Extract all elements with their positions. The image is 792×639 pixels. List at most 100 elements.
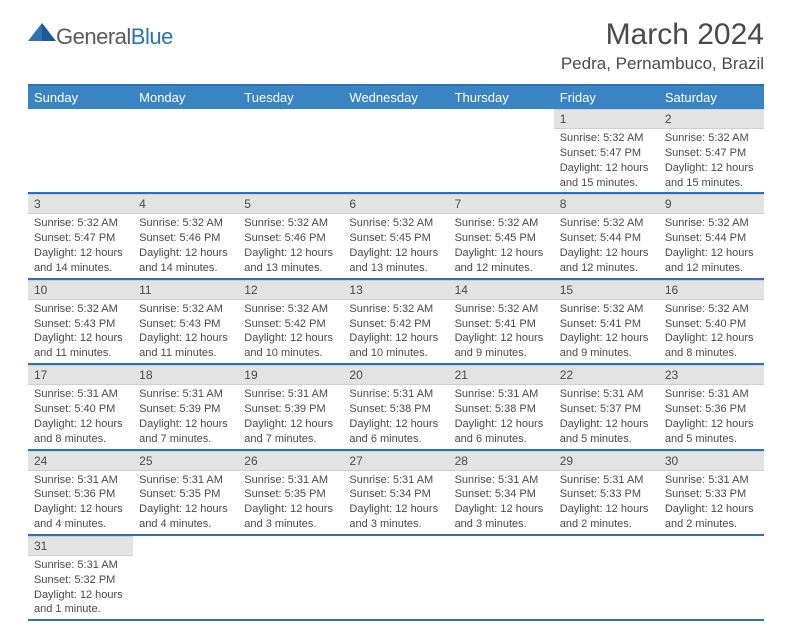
calendar-week-row: 3Sunrise: 5:32 AMSunset: 5:47 PMDaylight… (28, 193, 764, 278)
day-number: 21 (449, 365, 554, 385)
calendar-head: SundayMondayTuesdayWednesdayThursdayFrid… (28, 85, 764, 109)
day-data: Sunrise: 5:31 AMSunset: 5:38 PMDaylight:… (449, 385, 554, 448)
calendar-cell (659, 535, 764, 620)
calendar-cell (343, 109, 448, 193)
day-number: 12 (238, 280, 343, 300)
day-number: 17 (28, 365, 133, 385)
calendar-cell: 14Sunrise: 5:32 AMSunset: 5:41 PMDayligh… (449, 279, 554, 364)
day-number: 2 (659, 109, 764, 129)
weekday-header: Thursday (449, 85, 554, 109)
day-data: Sunrise: 5:31 AMSunset: 5:36 PMDaylight:… (659, 385, 764, 448)
calendar-cell: 11Sunrise: 5:32 AMSunset: 5:43 PMDayligh… (133, 279, 238, 364)
day-number: 13 (343, 280, 448, 300)
day-number: 26 (238, 451, 343, 471)
calendar-cell (554, 535, 659, 620)
calendar-cell: 9Sunrise: 5:32 AMSunset: 5:44 PMDaylight… (659, 193, 764, 278)
calendar-cell: 10Sunrise: 5:32 AMSunset: 5:43 PMDayligh… (28, 279, 133, 364)
calendar-cell: 8Sunrise: 5:32 AMSunset: 5:44 PMDaylight… (554, 193, 659, 278)
day-data: Sunrise: 5:32 AMSunset: 5:44 PMDaylight:… (554, 214, 659, 277)
day-number: 28 (449, 451, 554, 471)
day-number: 9 (659, 194, 764, 214)
calendar-cell: 2Sunrise: 5:32 AMSunset: 5:47 PMDaylight… (659, 109, 764, 193)
calendar-cell: 31Sunrise: 5:31 AMSunset: 5:32 PMDayligh… (28, 535, 133, 620)
header: GeneralBlue March 2024 Pedra, Pernambuco… (28, 18, 764, 74)
day-data: Sunrise: 5:31 AMSunset: 5:37 PMDaylight:… (554, 385, 659, 448)
day-data: Sunrise: 5:31 AMSunset: 5:34 PMDaylight:… (343, 471, 448, 534)
day-number: 27 (343, 451, 448, 471)
calendar-body: 1Sunrise: 5:32 AMSunset: 5:47 PMDaylight… (28, 109, 764, 620)
page-title: March 2024 (561, 18, 764, 52)
day-data: Sunrise: 5:31 AMSunset: 5:40 PMDaylight:… (28, 385, 133, 448)
day-data: Sunrise: 5:32 AMSunset: 5:41 PMDaylight:… (449, 300, 554, 363)
day-number: 4 (133, 194, 238, 214)
day-data: Sunrise: 5:32 AMSunset: 5:47 PMDaylight:… (28, 214, 133, 277)
day-number: 29 (554, 451, 659, 471)
calendar-cell (449, 535, 554, 620)
day-data: Sunrise: 5:31 AMSunset: 5:34 PMDaylight:… (449, 471, 554, 534)
day-data: Sunrise: 5:32 AMSunset: 5:45 PMDaylight:… (343, 214, 448, 277)
day-number: 20 (343, 365, 448, 385)
day-data: Sunrise: 5:31 AMSunset: 5:35 PMDaylight:… (133, 471, 238, 534)
day-data: Sunrise: 5:31 AMSunset: 5:39 PMDaylight:… (238, 385, 343, 448)
calendar-cell (238, 109, 343, 193)
day-data: Sunrise: 5:32 AMSunset: 5:42 PMDaylight:… (343, 300, 448, 363)
calendar-cell: 27Sunrise: 5:31 AMSunset: 5:34 PMDayligh… (343, 450, 448, 535)
calendar-cell: 30Sunrise: 5:31 AMSunset: 5:33 PMDayligh… (659, 450, 764, 535)
day-data: Sunrise: 5:31 AMSunset: 5:36 PMDaylight:… (28, 471, 133, 534)
calendar-cell: 3Sunrise: 5:32 AMSunset: 5:47 PMDaylight… (28, 193, 133, 278)
calendar-week-row: 24Sunrise: 5:31 AMSunset: 5:36 PMDayligh… (28, 450, 764, 535)
day-data: Sunrise: 5:32 AMSunset: 5:43 PMDaylight:… (133, 300, 238, 363)
calendar-cell: 26Sunrise: 5:31 AMSunset: 5:35 PMDayligh… (238, 450, 343, 535)
day-number: 1 (554, 109, 659, 129)
day-data: Sunrise: 5:32 AMSunset: 5:45 PMDaylight:… (449, 214, 554, 277)
calendar-cell: 28Sunrise: 5:31 AMSunset: 5:34 PMDayligh… (449, 450, 554, 535)
day-number: 24 (28, 451, 133, 471)
calendar-cell: 6Sunrise: 5:32 AMSunset: 5:45 PMDaylight… (343, 193, 448, 278)
day-number: 8 (554, 194, 659, 214)
day-number: 15 (554, 280, 659, 300)
calendar-week-row: 17Sunrise: 5:31 AMSunset: 5:40 PMDayligh… (28, 364, 764, 449)
logo-text-blue: Blue (131, 24, 173, 50)
calendar-cell: 22Sunrise: 5:31 AMSunset: 5:37 PMDayligh… (554, 364, 659, 449)
day-data: Sunrise: 5:31 AMSunset: 5:33 PMDaylight:… (554, 471, 659, 534)
calendar-cell (28, 109, 133, 193)
day-data: Sunrise: 5:32 AMSunset: 5:43 PMDaylight:… (28, 300, 133, 363)
day-number: 10 (28, 280, 133, 300)
day-number: 7 (449, 194, 554, 214)
calendar-cell: 15Sunrise: 5:32 AMSunset: 5:41 PMDayligh… (554, 279, 659, 364)
calendar-cell: 17Sunrise: 5:31 AMSunset: 5:40 PMDayligh… (28, 364, 133, 449)
calendar-cell: 24Sunrise: 5:31 AMSunset: 5:36 PMDayligh… (28, 450, 133, 535)
day-number: 22 (554, 365, 659, 385)
day-data: Sunrise: 5:32 AMSunset: 5:46 PMDaylight:… (133, 214, 238, 277)
calendar-cell: 5Sunrise: 5:32 AMSunset: 5:46 PMDaylight… (238, 193, 343, 278)
day-data: Sunrise: 5:32 AMSunset: 5:46 PMDaylight:… (238, 214, 343, 277)
calendar-page: GeneralBlue March 2024 Pedra, Pernambuco… (0, 0, 792, 639)
calendar-cell: 25Sunrise: 5:31 AMSunset: 5:35 PMDayligh… (133, 450, 238, 535)
weekday-header: Tuesday (238, 85, 343, 109)
calendar-cell: 18Sunrise: 5:31 AMSunset: 5:39 PMDayligh… (133, 364, 238, 449)
day-number: 16 (659, 280, 764, 300)
day-data: Sunrise: 5:32 AMSunset: 5:47 PMDaylight:… (659, 129, 764, 192)
header-right: March 2024 Pedra, Pernambuco, Brazil (561, 18, 764, 74)
day-data: Sunrise: 5:32 AMSunset: 5:40 PMDaylight:… (659, 300, 764, 363)
weekday-header: Monday (133, 85, 238, 109)
weekday-header: Saturday (659, 85, 764, 109)
calendar-cell (238, 535, 343, 620)
calendar-week-row: 31Sunrise: 5:31 AMSunset: 5:32 PMDayligh… (28, 535, 764, 620)
calendar-cell: 4Sunrise: 5:32 AMSunset: 5:46 PMDaylight… (133, 193, 238, 278)
calendar-cell: 21Sunrise: 5:31 AMSunset: 5:38 PMDayligh… (449, 364, 554, 449)
day-number: 19 (238, 365, 343, 385)
calendar-week-row: 1Sunrise: 5:32 AMSunset: 5:47 PMDaylight… (28, 109, 764, 193)
calendar-week-row: 10Sunrise: 5:32 AMSunset: 5:43 PMDayligh… (28, 279, 764, 364)
weekday-header: Wednesday (343, 85, 448, 109)
day-number: 30 (659, 451, 764, 471)
day-number: 5 (238, 194, 343, 214)
calendar-cell: 19Sunrise: 5:31 AMSunset: 5:39 PMDayligh… (238, 364, 343, 449)
location: Pedra, Pernambuco, Brazil (561, 54, 764, 74)
day-number: 3 (28, 194, 133, 214)
calendar-cell: 23Sunrise: 5:31 AMSunset: 5:36 PMDayligh… (659, 364, 764, 449)
day-data: Sunrise: 5:32 AMSunset: 5:41 PMDaylight:… (554, 300, 659, 363)
day-number: 6 (343, 194, 448, 214)
day-data: Sunrise: 5:31 AMSunset: 5:38 PMDaylight:… (343, 385, 448, 448)
day-data: Sunrise: 5:31 AMSunset: 5:33 PMDaylight:… (659, 471, 764, 534)
